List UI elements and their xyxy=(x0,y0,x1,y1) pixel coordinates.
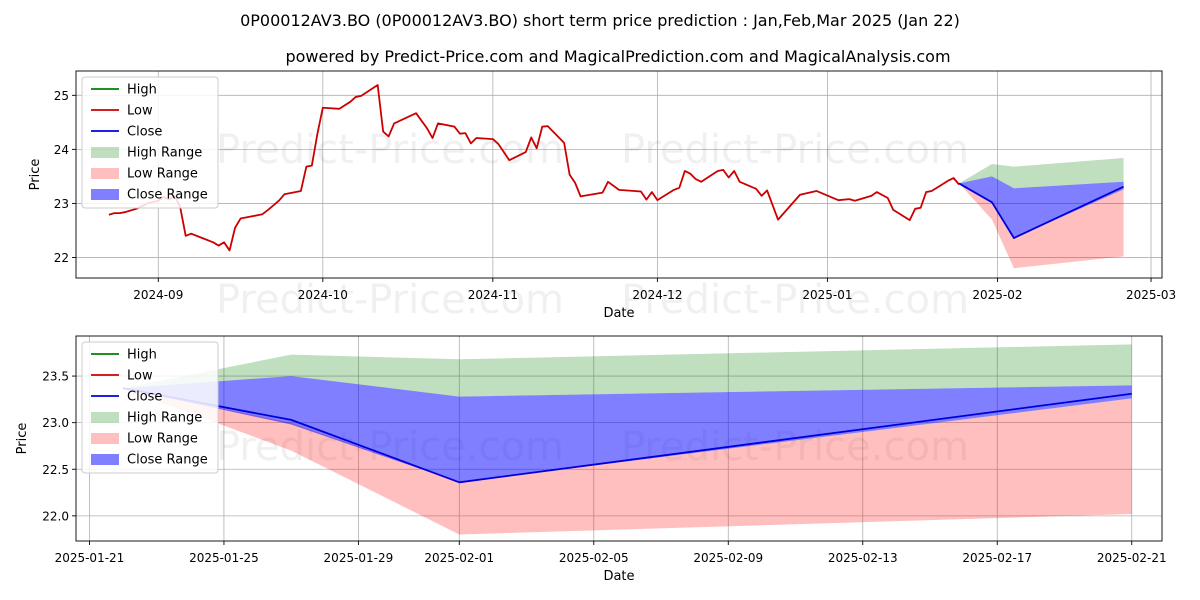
x-tick-label: 2025-02-05 xyxy=(559,551,629,565)
legend-item-low: Low xyxy=(91,369,153,384)
x-axis: 2024-09 2024-10 2024-11 2024-12 2025-01 2025-… xyxy=(133,278,1176,302)
watermark-text: Predict-Price.com xyxy=(621,277,969,323)
legend-label: High Range xyxy=(127,146,202,161)
band-close-range xyxy=(959,176,1124,239)
legend-item-high-range: High Range xyxy=(91,411,202,426)
y-axis-label: Price xyxy=(15,423,30,455)
top-chart-panel: Predict-Price.com Predict-Price.com Predic… xyxy=(28,70,1176,323)
y-tick-label: 22 xyxy=(54,251,69,265)
bottom-chart-panel: Predict-Price.comPredict-Price.com2025-0… xyxy=(15,335,1167,584)
x-axis: 2025-01-21 2025-01-25 2025-01-29 2025-02-01… xyxy=(55,541,1167,565)
x-tick-label: 2025-01-29 xyxy=(324,551,394,565)
axes-frame xyxy=(75,335,1163,542)
legend-patch-swatch xyxy=(91,168,119,179)
x-axis-label: Date xyxy=(603,569,634,584)
x-tick-label: 2025-03 xyxy=(1126,288,1176,302)
legend-patch-swatch xyxy=(91,454,119,465)
legend-item-close-range: Close Range xyxy=(91,188,208,203)
x-tick-label: 2025-01 xyxy=(802,288,852,302)
watermark: Predict-Price.com Predict-Price.com Predic… xyxy=(216,127,969,323)
y-axis: 22.0 22.5 23.0 23.5 xyxy=(42,370,76,523)
x-axis-label: Date xyxy=(603,306,634,321)
legend-label: Low xyxy=(127,369,153,384)
band-high-range xyxy=(959,158,1124,189)
legend-patch-swatch xyxy=(91,433,119,444)
legend-label: Low xyxy=(127,104,153,119)
chart-subtitle: powered by Predict-Price.com and Magical… xyxy=(285,47,950,66)
x-tick-label: 2024-11 xyxy=(468,288,518,302)
legend-item-high: High xyxy=(91,83,157,98)
legend-item-low-range: Low Range xyxy=(91,432,198,447)
legend-patch-swatch xyxy=(91,147,119,158)
x-tick-label: 2025-02-13 xyxy=(828,551,898,565)
legend-item-close: Close xyxy=(91,390,162,405)
x-tick-label: 2025-01-25 xyxy=(189,551,259,565)
legend-item-close-range: Close Range xyxy=(91,453,208,468)
watermark-text: Predict-Price.com xyxy=(216,277,564,323)
y-axis: 22 23 24 25 xyxy=(54,89,76,265)
band-close-range xyxy=(123,376,1132,483)
legend-label: Close Range xyxy=(127,453,208,468)
series-low-line xyxy=(108,84,960,252)
legend-label: Close Range xyxy=(127,188,208,203)
y-tick-label: 23.0 xyxy=(42,416,69,430)
grid-lines xyxy=(76,71,1162,278)
y-tick-label: 23 xyxy=(54,197,69,211)
x-tick-label: 2024-10 xyxy=(298,288,348,302)
y-tick-label: 25 xyxy=(54,89,69,103)
y-tick-label: 22.0 xyxy=(42,509,69,523)
x-tick-label: 2025-02-21 xyxy=(1097,551,1167,565)
legend-label: Low Range xyxy=(127,167,198,182)
chart-title: 0P00012AV3.BO (0P00012AV3.BO) short term… xyxy=(240,11,960,30)
legend-label: High Range xyxy=(127,411,202,426)
band-high-range xyxy=(123,344,1132,397)
legend: High Low Close High Range Low Range Close Ran… xyxy=(81,76,219,209)
legend-patch-swatch xyxy=(91,189,119,200)
x-tick-label: 2025-01-21 xyxy=(55,551,125,565)
y-tick-label: 24 xyxy=(54,143,69,157)
legend-item-low: Low xyxy=(91,104,153,119)
y-tick-label: 22.5 xyxy=(42,463,69,477)
legend-label: High xyxy=(127,83,157,98)
band-low-range xyxy=(123,388,1132,535)
legend-item-high-range: High Range xyxy=(91,146,202,161)
legend: High Low Close High Range Low Range Close Ran… xyxy=(81,341,219,474)
x-tick-label: 2025-02-09 xyxy=(693,551,763,565)
x-tick-label: 2025-02-17 xyxy=(962,551,1032,565)
legend-label: Low Range xyxy=(127,432,198,447)
legend-patch-swatch xyxy=(91,412,119,423)
x-tick-label: 2025-02 xyxy=(972,288,1022,302)
legend-label: High xyxy=(127,348,157,363)
legend-item-close: Close xyxy=(91,125,162,140)
legend-item-high: High xyxy=(91,348,157,363)
watermark-text: Predict-Price.com xyxy=(621,127,969,173)
x-tick-label: 2025-02-01 xyxy=(424,551,494,565)
legend-label: Close xyxy=(127,390,162,405)
y-tick-label: 23.5 xyxy=(42,370,69,384)
series-close-line xyxy=(958,182,1124,239)
axes-frame xyxy=(75,70,1163,279)
legend-item-low-range: Low Range xyxy=(91,167,198,182)
y-axis-label: Price xyxy=(28,159,43,191)
x-tick-label: 2024-12 xyxy=(632,288,682,302)
x-tick-label: 2024-09 xyxy=(133,288,183,302)
legend-label: Close xyxy=(127,125,162,140)
